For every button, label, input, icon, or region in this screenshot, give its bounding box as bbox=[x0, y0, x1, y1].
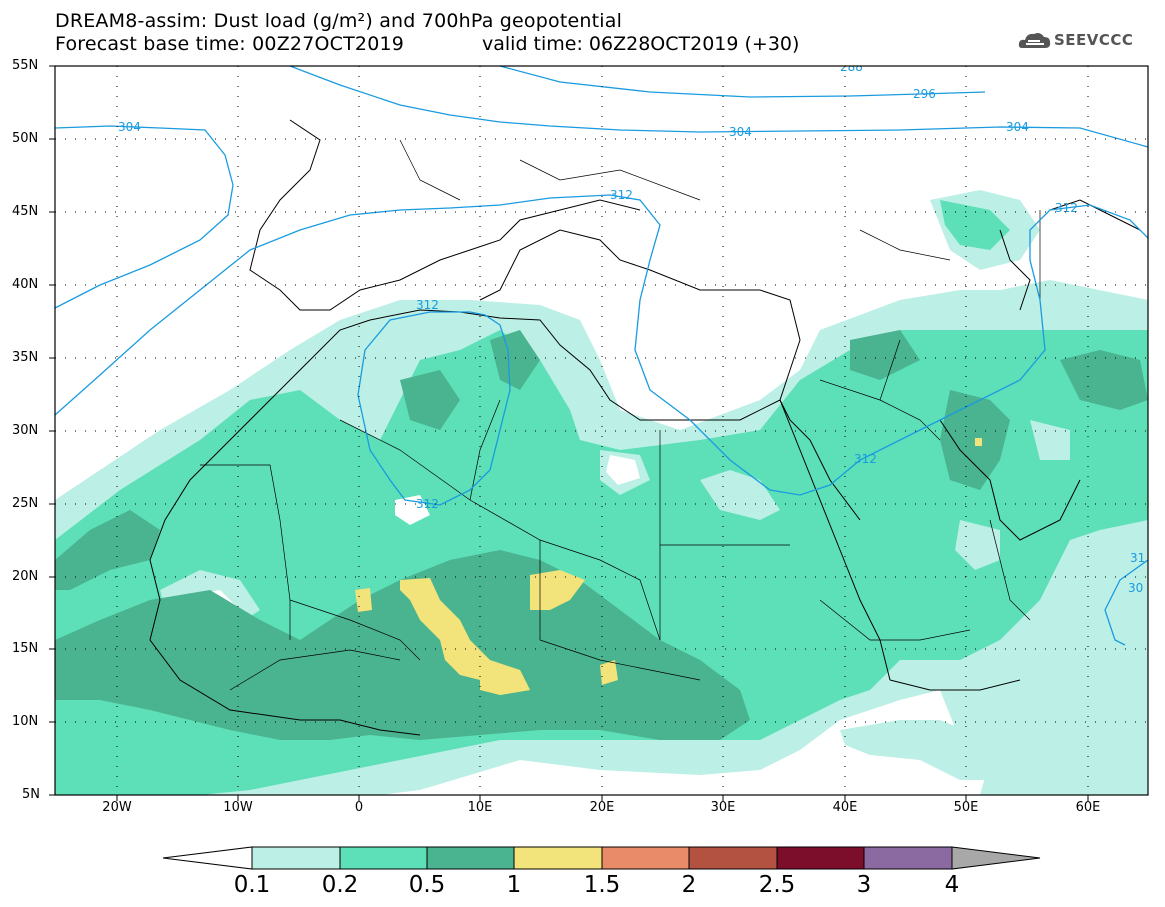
graticule bbox=[55, 66, 1148, 795]
lat-label: 50N bbox=[12, 131, 39, 146]
cloud-logo-icon bbox=[1018, 33, 1051, 48]
colorbar-under-arrow bbox=[162, 846, 253, 870]
lat-label: 5N bbox=[22, 787, 40, 802]
colorbar-label: 2.5 bbox=[758, 872, 796, 898]
contour-label: 312 bbox=[416, 298, 439, 312]
colorbar-swatch bbox=[426, 846, 515, 870]
lat-label: 55N bbox=[12, 58, 39, 73]
contour-label: 304 bbox=[118, 120, 141, 134]
lon-label: 50E bbox=[953, 800, 979, 815]
lon-label: 60E bbox=[1075, 800, 1101, 815]
contour-label: 304 bbox=[729, 125, 752, 139]
colorbar-label: 0.5 bbox=[408, 872, 446, 898]
contour-label: 312 bbox=[416, 497, 439, 511]
country-borders bbox=[200, 139, 1041, 691]
colorbar-label: 3 bbox=[856, 872, 872, 898]
lat-label: 35N bbox=[12, 350, 39, 365]
contour-label: 312 bbox=[1055, 201, 1078, 215]
colorbar-swatch bbox=[863, 846, 953, 870]
contour-label: 288 bbox=[840, 60, 863, 74]
contour-label: 31 bbox=[1130, 551, 1145, 565]
geopotential-labels: 288 296 304 304 304 312 312 312 312 312 … bbox=[118, 60, 1145, 595]
lat-label: 25N bbox=[12, 496, 39, 511]
contour-label: 304 bbox=[1006, 120, 1029, 134]
colorbar-swatch bbox=[601, 846, 690, 870]
colorbar bbox=[162, 846, 1041, 870]
colorbar-label: 2 bbox=[681, 872, 697, 898]
lon-label: 10E bbox=[467, 800, 493, 815]
lon-label: 40E bbox=[832, 800, 858, 815]
colorbar-swatch bbox=[776, 846, 865, 870]
logo-text: SEEVCCC bbox=[1054, 31, 1134, 49]
colorbar-swatch bbox=[688, 846, 778, 870]
lon-label: 10W bbox=[223, 800, 253, 815]
colorbar-swatch bbox=[513, 846, 603, 870]
axis-ticks bbox=[49, 65, 1089, 801]
contour-label: 30 bbox=[1128, 581, 1143, 595]
colorbar-label: 1 bbox=[506, 872, 522, 898]
colorbar-swatch bbox=[251, 846, 341, 870]
lat-label: 20N bbox=[12, 569, 39, 584]
dust-layer-1 bbox=[355, 438, 982, 695]
coastlines bbox=[149, 119, 1141, 736]
lon-label: 30E bbox=[710, 800, 736, 815]
forecast-base-time: Forecast base time: 00Z27OCT2019 bbox=[55, 33, 405, 55]
map-title: DREAM8-assim: Dust load (g/m²) and 700hP… bbox=[55, 10, 623, 32]
valid-time: valid time: 06Z28OCT2019 (+30) bbox=[482, 33, 800, 55]
lat-label: 40N bbox=[12, 277, 39, 292]
lat-label: 10N bbox=[12, 714, 39, 729]
colorbar-label: 0.2 bbox=[321, 872, 359, 898]
contour-label: 312 bbox=[610, 188, 633, 202]
contour-label: 312 bbox=[854, 452, 877, 466]
lat-label: 30N bbox=[12, 423, 39, 438]
colorbar-over-arrow bbox=[951, 846, 1041, 870]
lon-label: 20W bbox=[102, 800, 132, 815]
lon-label: 0 bbox=[354, 800, 364, 815]
colorbar-label: 1.5 bbox=[583, 872, 621, 898]
lat-label: 15N bbox=[12, 641, 39, 656]
colorbar-label: 0.1 bbox=[233, 872, 271, 898]
contour-label: 296 bbox=[913, 87, 936, 101]
lon-label: 20E bbox=[589, 800, 615, 815]
colorbar-label: 4 bbox=[944, 872, 960, 898]
geopotential-contours bbox=[55, 66, 1148, 646]
lat-label: 45N bbox=[12, 204, 39, 219]
colorbar-swatch bbox=[339, 846, 428, 870]
